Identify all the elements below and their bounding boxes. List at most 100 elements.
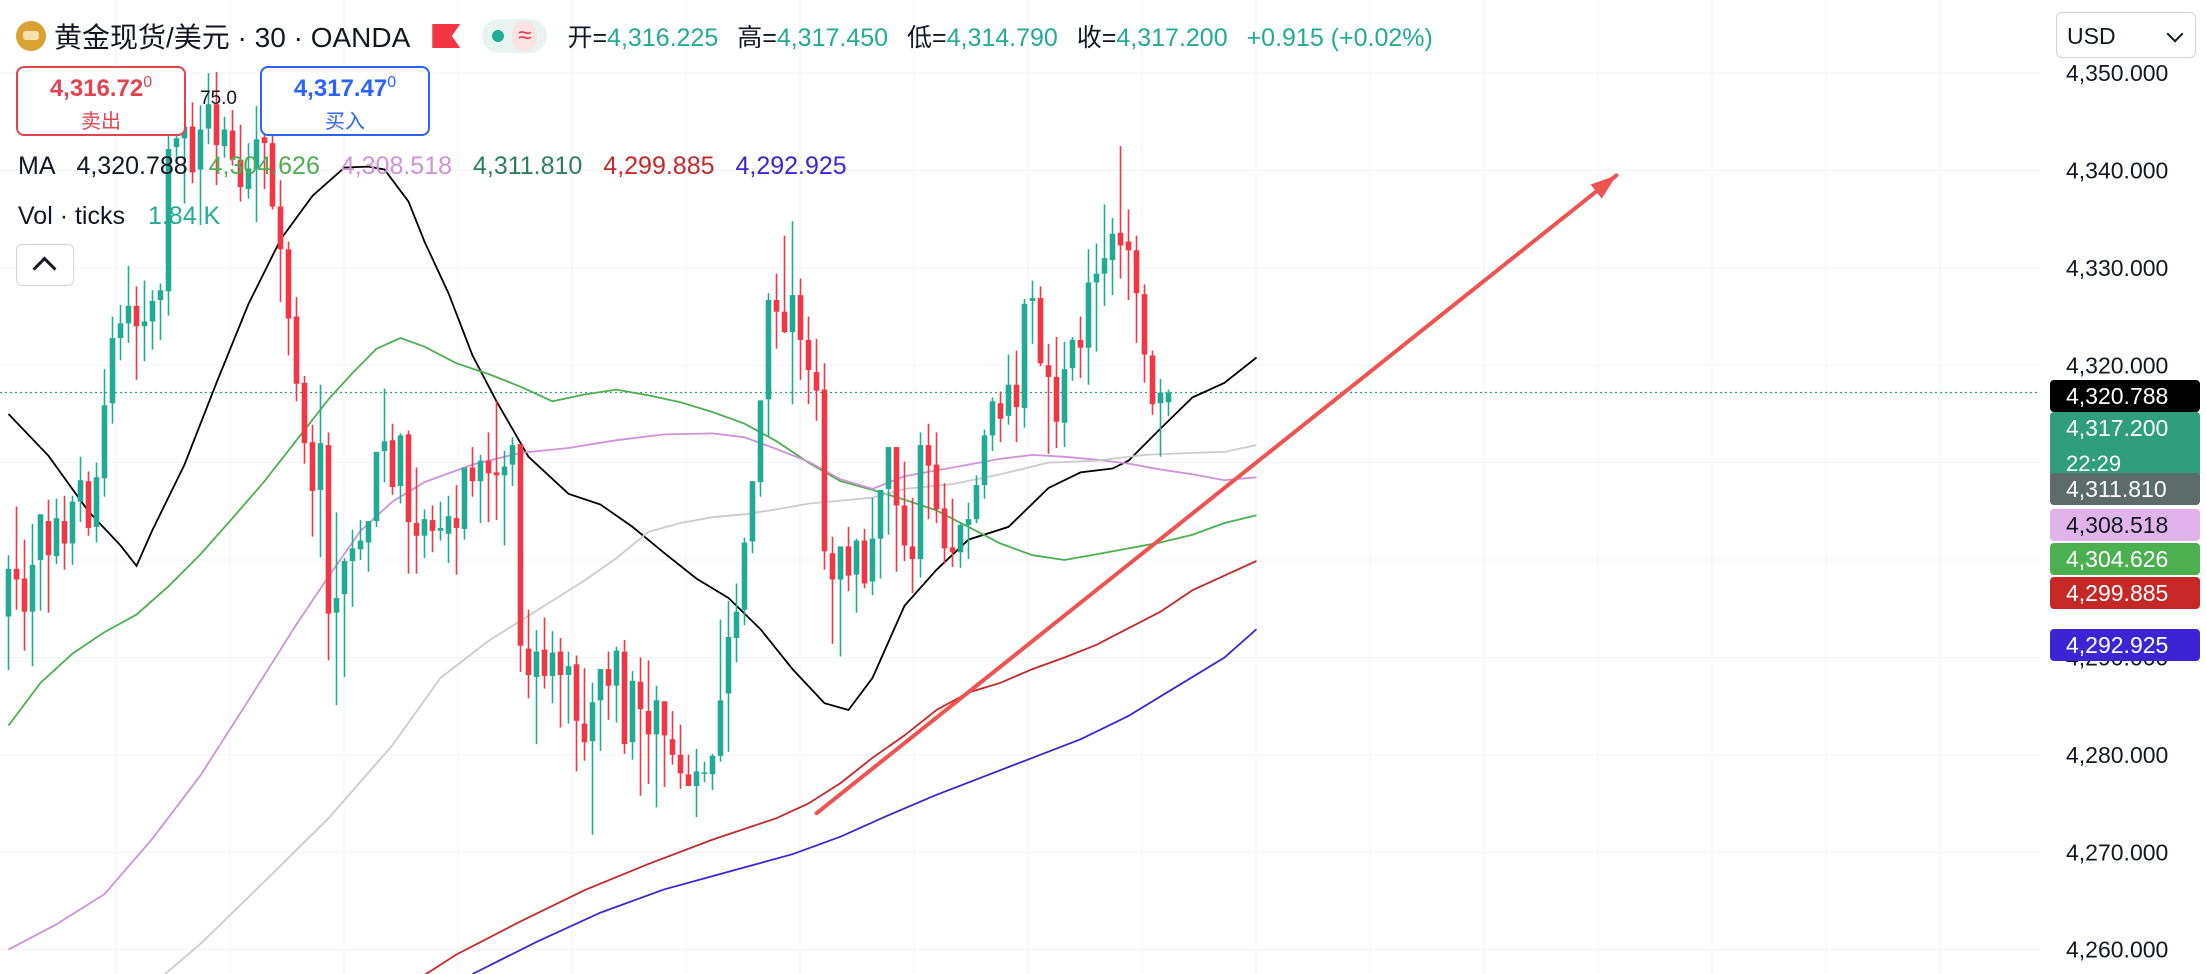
candle-body	[1013, 384, 1020, 408]
open-value: 4,316.225	[607, 24, 719, 52]
candle-body	[45, 521, 52, 556]
candle-body	[229, 130, 236, 160]
trendline-arrowhead	[1590, 175, 1617, 199]
ma-line-4	[163, 444, 1257, 974]
candle-body	[253, 139, 260, 169]
candle	[213, 72, 220, 186]
candle-body	[373, 451, 380, 522]
candle	[429, 505, 436, 553]
price-label-bg	[2050, 473, 2200, 505]
candle	[21, 539, 28, 651]
candle	[1133, 235, 1140, 343]
candle	[1141, 284, 1148, 383]
price-label-value: 4,317.200	[2066, 415, 2168, 441]
candle	[485, 432, 492, 523]
candle-body	[941, 508, 948, 549]
candle-body	[21, 578, 28, 612]
candle-body	[469, 467, 476, 482]
sell-button[interactable]: 4,316.720 卖出	[16, 66, 186, 136]
candle-body	[813, 372, 820, 391]
candle	[821, 363, 828, 570]
candle-body	[853, 540, 860, 575]
price-label-value: 4,320.788	[2066, 383, 2168, 409]
candle-body	[477, 460, 484, 482]
candle	[237, 124, 244, 202]
chart-header: 黄金现货/美元 · 30 · OANDA ≈ 开=4,316.225 高=4,3…	[16, 14, 1433, 58]
price-label: 4,299.885	[2050, 577, 2200, 609]
candle	[549, 631, 556, 704]
candle-body	[245, 168, 252, 189]
candle	[373, 451, 380, 527]
price-tick-label: 4,350.000	[2066, 60, 2168, 86]
ma-label: MA	[18, 152, 56, 180]
ma-value-4: 4,311.810	[472, 152, 583, 180]
candle	[525, 609, 532, 699]
candle-body	[1077, 339, 1084, 348]
candle	[189, 102, 196, 184]
candle-body	[53, 518, 60, 557]
candle	[573, 655, 580, 772]
symbol-title[interactable]: 黄金现货/美元 · 30 · OANDA	[54, 22, 411, 53]
candle	[621, 639, 628, 754]
candle-body	[757, 400, 764, 483]
candle-body	[733, 611, 740, 638]
flag-icon[interactable]	[432, 24, 461, 48]
trendline[interactable]	[814, 173, 1619, 816]
candle-body	[549, 652, 556, 676]
candle-body	[965, 519, 972, 525]
candle-body	[837, 546, 844, 580]
volume-legend[interactable]: Vol · ticks 1.84 K	[18, 202, 220, 231]
price-tick-label: 4,340.000	[2066, 157, 2168, 183]
price-tick-label: 4,320.000	[2066, 352, 2168, 378]
ma-line-6	[472, 628, 1258, 974]
candle	[597, 669, 604, 751]
candle	[77, 456, 84, 523]
candle-body	[861, 540, 868, 584]
candle	[989, 397, 996, 451]
price-label: 4,292.925	[2050, 629, 2200, 661]
candle-body	[741, 542, 748, 610]
candle	[477, 454, 484, 524]
candle-body	[133, 305, 140, 327]
candle	[53, 498, 60, 564]
price-label-value: 4,311.810	[2066, 476, 2167, 502]
candle	[205, 73, 212, 145]
candle	[421, 509, 428, 559]
candle	[557, 637, 564, 728]
candle-body	[61, 521, 68, 544]
candle	[645, 660, 652, 785]
candle-body	[765, 299, 772, 400]
candle-body	[605, 669, 612, 686]
chevron-down-icon	[2166, 25, 2184, 43]
candle-body	[381, 441, 388, 451]
candle-body	[189, 126, 196, 173]
candle-body	[981, 435, 988, 486]
candle-body	[437, 527, 444, 531]
candle	[357, 520, 364, 561]
candle	[973, 475, 980, 524]
candle	[1109, 218, 1116, 296]
candle	[69, 495, 76, 565]
candle-body	[613, 650, 620, 686]
candle	[733, 583, 740, 663]
candle	[741, 537, 748, 626]
price-tick-label: 4,330.000	[2066, 255, 2168, 281]
candle-body	[285, 249, 292, 319]
collapse-legend-button[interactable]	[16, 244, 74, 286]
candle-body	[1005, 384, 1012, 416]
candle	[797, 278, 804, 380]
candle	[869, 497, 876, 596]
candle-body	[317, 443, 324, 490]
candle-body	[709, 755, 716, 775]
candle	[381, 388, 388, 483]
market-status-pill[interactable]: ≈	[482, 19, 548, 53]
buy-button[interactable]: 4,317.470 买入	[260, 66, 430, 136]
ma-legend[interactable]: MA 4,320.788 4,304.626 4,308.518 4,311.8…	[18, 152, 861, 181]
sell-label: 卖出	[81, 111, 121, 133]
candle	[837, 546, 844, 657]
candle	[909, 497, 916, 594]
candle	[589, 682, 596, 835]
currency-select[interactable]: USD	[2056, 12, 2196, 58]
candle-body	[989, 401, 996, 436]
